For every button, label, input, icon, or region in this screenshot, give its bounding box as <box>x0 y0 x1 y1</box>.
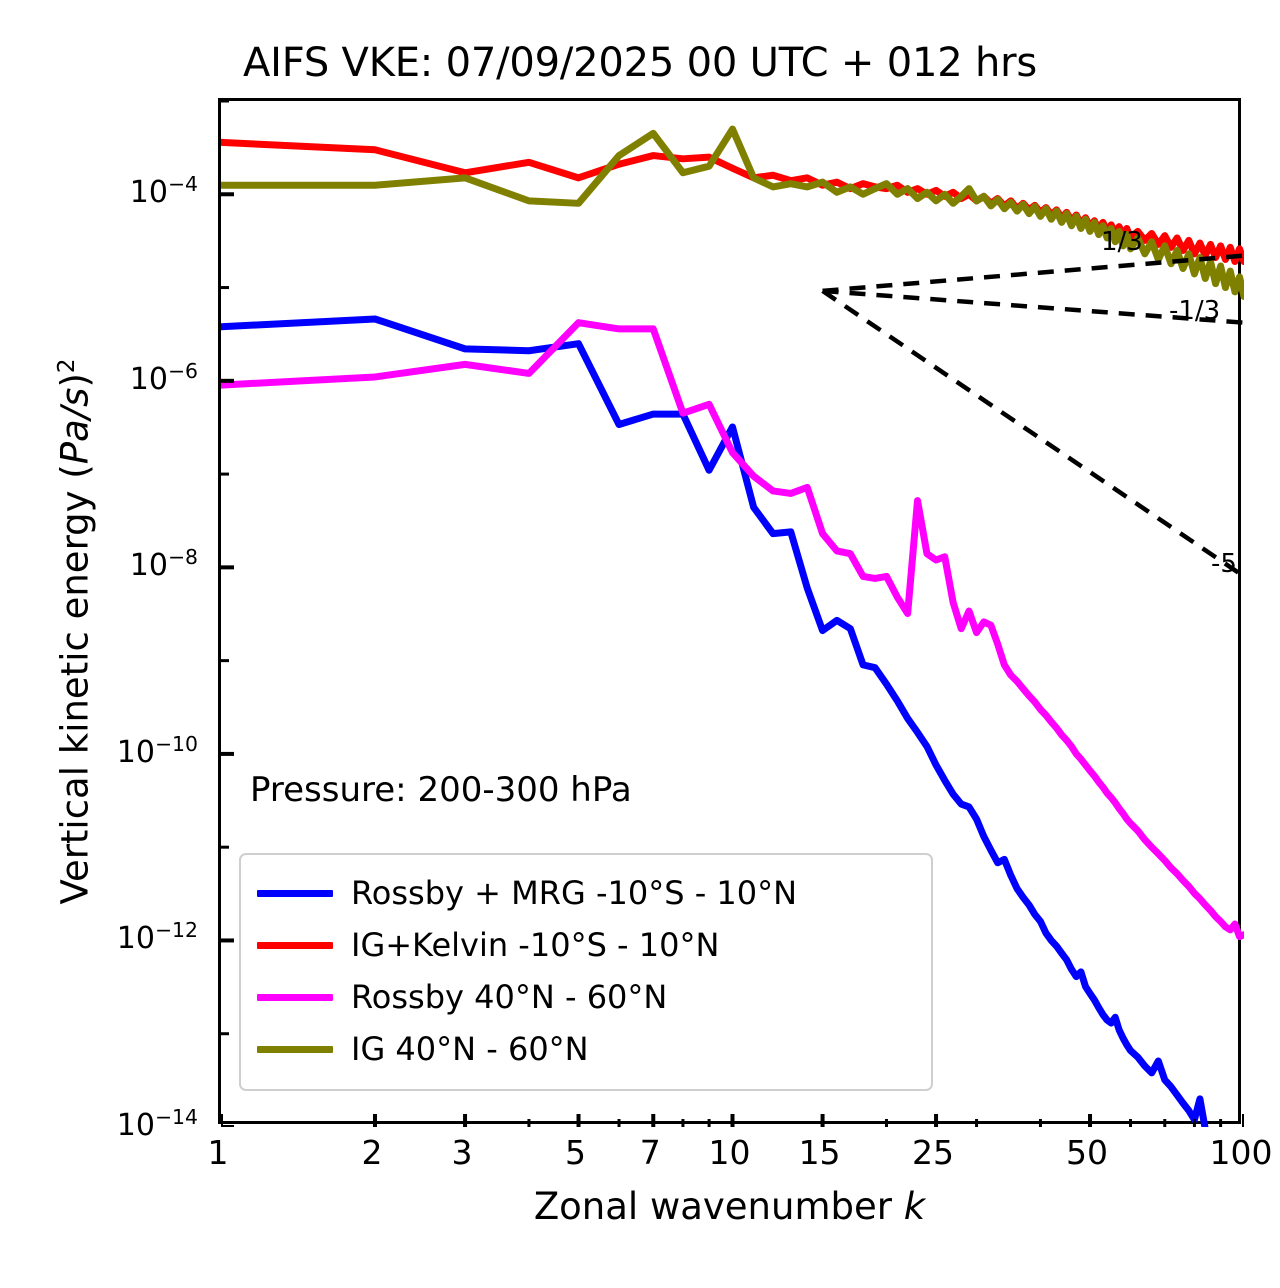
slope-label-slope-steep: -5 <box>1211 549 1237 580</box>
legend-swatch-icon <box>257 889 333 897</box>
legend-item-0[interactable]: Rossby + MRG -10°S - 10°N <box>257 867 915 919</box>
legend-item-1[interactable]: IG+Kelvin -10°S - 10°N <box>257 919 915 971</box>
legend-item-3[interactable]: IG 40°N - 60°N <box>257 1023 915 1075</box>
slope-label-slope-lower: -1/3 <box>1169 295 1221 326</box>
series-line-1 <box>221 138 1244 266</box>
reference-line-1 <box>822 288 1244 325</box>
legend-label: Rossby 40°N - 60°N <box>351 978 668 1016</box>
x-tick-label-0: 1 <box>207 1133 229 1172</box>
x-tick-label-6: 15 <box>798 1133 841 1172</box>
y-tick-label-0: 10−14 <box>116 1105 198 1143</box>
legend-swatch-icon <box>257 941 333 949</box>
legend-label: IG+Kelvin -10°S - 10°N <box>351 926 720 964</box>
chart-title: AIFS VKE: 07/09/2025 00 UTC + 012 hrs <box>242 40 1038 86</box>
reference-lines-layer <box>221 101 1244 1127</box>
series-line-3 <box>221 125 1244 301</box>
plot-svg <box>221 101 1244 1127</box>
x-tick-label-4: 7 <box>639 1133 661 1172</box>
y-tick-label-1: 10−12 <box>116 918 198 957</box>
legend: Rossby + MRG -10°S - 10°N IG+Kelvin -10°S… <box>239 853 933 1091</box>
x-axis-label: Zonal wavenumber k <box>533 1185 926 1228</box>
x-tick-label-9: 100 <box>1209 1133 1273 1172</box>
legend-label: IG 40°N - 60°N <box>351 1030 589 1068</box>
reference-line-2 <box>821 289 1244 579</box>
slope-label-slope-upper: 1/3 <box>1101 226 1143 257</box>
y-tick-label-3: 10−8 <box>129 545 198 584</box>
x-tick-label-3: 5 <box>565 1133 587 1172</box>
series-line-2 <box>221 319 1244 941</box>
legend-label: Rossby + MRG -10°S - 10°N <box>351 874 798 912</box>
y-tick-label-5: 10−4 <box>129 172 198 211</box>
x-tick-label-2: 3 <box>451 1133 473 1172</box>
x-tick-label-5: 10 <box>708 1133 751 1172</box>
y-tick-label-2: 10−10 <box>116 731 198 770</box>
legend-swatch-icon <box>257 1045 333 1053</box>
legend-swatch-icon <box>257 993 333 1001</box>
series-layer <box>221 125 1244 1127</box>
x-tick-label-7: 25 <box>912 1133 955 1172</box>
y-axis-tick-labels: 10−14 10−12 10−10 10−8 10−6 10−4 <box>0 0 198 1288</box>
y-tick-label-4: 10−6 <box>129 358 198 397</box>
legend-item-2[interactable]: Rossby 40°N - 60°N <box>257 971 915 1023</box>
x-tick-label-1: 2 <box>361 1133 383 1172</box>
x-tick-label-8: 50 <box>1066 1133 1109 1172</box>
series-line-0 <box>221 315 1209 1127</box>
pressure-annotation: Pressure: 200-300 hPa <box>250 770 632 810</box>
reference-line-0 <box>822 253 1244 294</box>
